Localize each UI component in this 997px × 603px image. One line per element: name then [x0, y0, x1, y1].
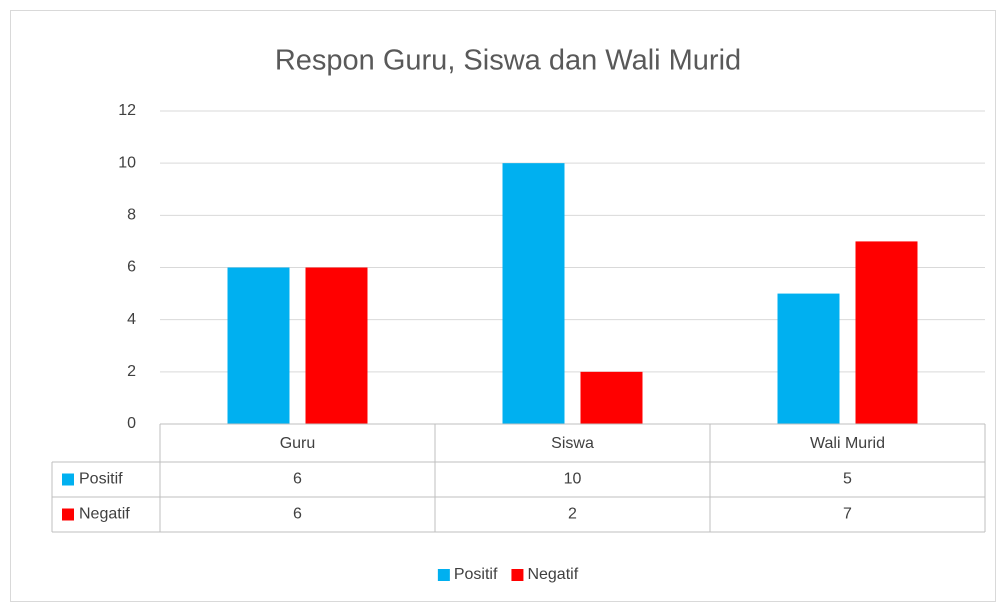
table-value: 6: [293, 506, 302, 523]
y-tick-label: 4: [127, 311, 136, 328]
table-value: 10: [564, 471, 582, 488]
legend-key: [437, 569, 450, 581]
x-tick-label: Wali Murid: [810, 435, 885, 452]
y-tick-label: 6: [127, 259, 136, 276]
bar: [777, 293, 840, 424]
y-tick-label: 12: [118, 102, 136, 119]
x-tick-label: Siswa: [551, 435, 594, 452]
y-tick-label: 8: [127, 207, 136, 224]
y-tick-label: 10: [118, 154, 136, 171]
bar: [227, 267, 290, 424]
bar: [855, 241, 918, 424]
table-value: 5: [843, 471, 852, 488]
table-legend-key: [62, 508, 74, 521]
legend-label: Positif: [454, 566, 498, 583]
table-value: 6: [293, 471, 302, 488]
bar: [580, 371, 643, 424]
table-value: 2: [568, 506, 577, 523]
table-legend-key: [62, 473, 74, 486]
table-series-label: Positif: [79, 471, 123, 488]
table-series-label: Negatif: [79, 506, 130, 523]
x-tick-label: Guru: [280, 435, 316, 452]
bar: [502, 163, 565, 424]
chart-title: Respon Guru, Siswa dan Wali Murid: [275, 45, 741, 77]
y-tick-label: 2: [127, 363, 136, 380]
table-value: 7: [843, 506, 852, 523]
y-tick-label: 0: [127, 415, 136, 432]
bar: [305, 267, 368, 424]
legend-label: Negatif: [527, 566, 578, 583]
legend-key: [511, 569, 524, 581]
